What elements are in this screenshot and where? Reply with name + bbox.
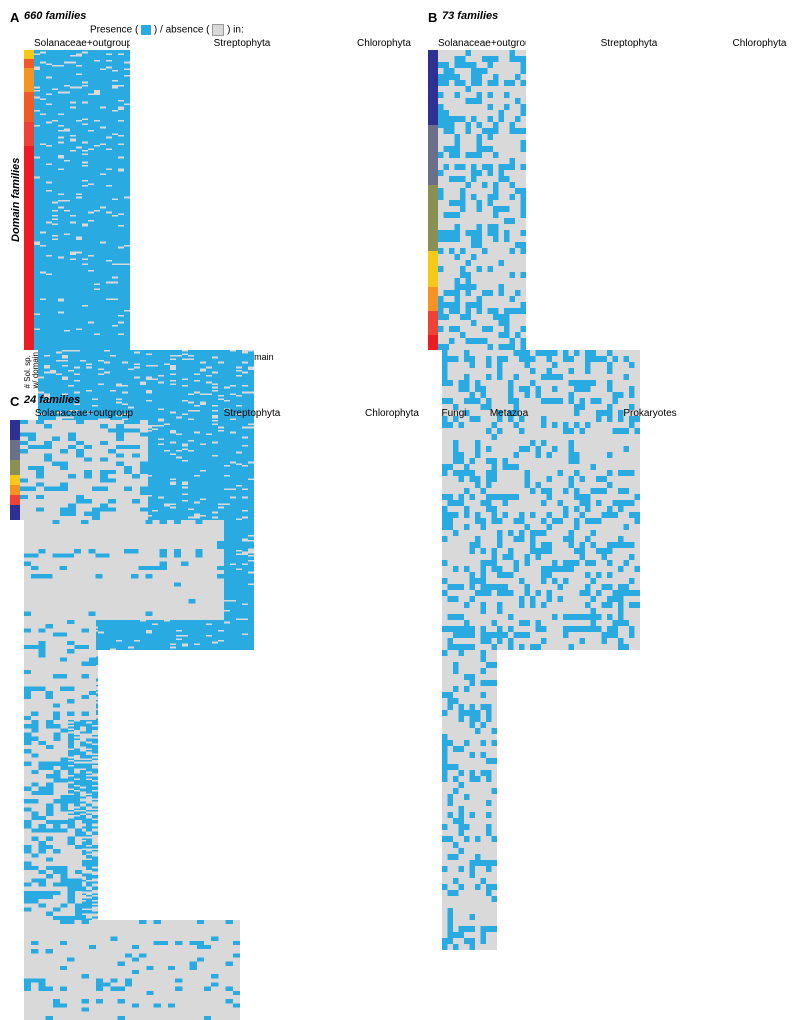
sidebar-segment (428, 185, 438, 251)
sidebar-segment (428, 311, 438, 335)
column-header: Streptophyta (152, 408, 352, 419)
panel-a-sidebar (24, 50, 34, 350)
heatmap-canvas (24, 520, 224, 620)
heatmap-canvas (442, 650, 497, 950)
legend-pre: Presence ( (90, 25, 138, 36)
panel-c-body (10, 420, 790, 520)
presence-swatch (141, 25, 151, 35)
heatmap-canvas (24, 720, 68, 820)
heatmap-canvas (24, 620, 96, 720)
sidebar-segment (24, 68, 34, 92)
column-header: Solanaceae+outgroup (20, 408, 148, 419)
sidebar-segment (10, 475, 20, 485)
sidebar-segment (428, 125, 438, 185)
column-header: Chlorophyta (354, 38, 414, 49)
panel-a-label: A (10, 10, 19, 25)
figure-root: A 660 families Presence ( ) / absence ( … (10, 10, 790, 520)
sidebar-segment (24, 50, 34, 59)
sidebar-segment (10, 495, 20, 505)
heatmap-canvas (20, 420, 148, 520)
sidebar-segment (24, 59, 34, 68)
panel-b-headers: Solanaceae+outgroup Streptophyta Chlorophy… (438, 38, 788, 49)
panel-b-label: B (428, 10, 437, 25)
column-header: Streptophyta (530, 38, 728, 49)
sidebar-segment (10, 440, 20, 460)
panel-a-headers: Solanaceae+outgroup Streptophyta Chlorophy… (34, 38, 420, 49)
heatmap-canvas (34, 50, 130, 350)
panel-b-sidebar (428, 50, 438, 350)
panel-a-families: 660 families (24, 10, 420, 22)
panel-c-headers: Solanaceae+outgroup Streptophyta Chlorophy… (20, 408, 790, 419)
column-header: Streptophyta (134, 38, 350, 49)
panel-c: C 24 families Solanaceae+outgroup Strepto… (10, 394, 790, 520)
column-header: Fungi (432, 408, 476, 419)
sidebar-segment (428, 50, 438, 125)
panel-c-sidebar (10, 420, 20, 520)
column-header: Chlorophyta (732, 38, 787, 49)
sidebar-segment (428, 287, 438, 311)
panel-a: A 660 families Presence ( ) / absence ( … (10, 10, 420, 388)
panel-a-heatmap (34, 50, 254, 350)
column-header: Solanaceae+outgroup (438, 38, 526, 49)
panel-a-body: Domain families (10, 50, 420, 350)
legend-post: ) in: (227, 25, 244, 36)
column-header: Solanaceae+outgroup (34, 38, 130, 49)
panel-c-families: 24 families (24, 394, 790, 406)
sol-species-axis: # Sol. sp. w/ domain (24, 352, 40, 388)
panel-c-heatmap (20, 420, 240, 520)
panel-a-yaxis: Domain families (10, 50, 24, 350)
absence-swatch (212, 24, 224, 36)
sidebar-segment (10, 485, 20, 495)
heatmap-canvas (24, 920, 240, 1020)
column-header: Prokaryotes (542, 408, 758, 419)
sidebar-segment (24, 146, 34, 350)
top-row: A 660 families Presence ( ) / absence ( … (10, 10, 790, 388)
sidebar-segment (24, 122, 34, 146)
presence-absence-legend: Presence ( ) / absence ( ) in: (90, 24, 420, 36)
panel-b-families: 73 families (442, 10, 788, 22)
panel-b: B 73 families Solanaceae+outgroup Strepto… (428, 10, 788, 388)
column-header: Metazoa (480, 408, 538, 419)
panel-c-label: C (10, 394, 19, 409)
sidebar-segment (24, 92, 34, 122)
sidebar-segment (428, 335, 438, 350)
sidebar-segment (428, 251, 438, 287)
legend-mid: ) / absence ( (154, 25, 210, 36)
sidebar-segment (10, 460, 20, 475)
heatmap-canvas (438, 50, 526, 350)
panel-b-body (428, 50, 788, 350)
panel-b-heatmap (438, 50, 640, 350)
heatmap-canvas (24, 820, 82, 920)
column-header: Chlorophyta (356, 408, 428, 419)
sidebar-segment (10, 505, 20, 520)
sidebar-segment (10, 420, 20, 440)
